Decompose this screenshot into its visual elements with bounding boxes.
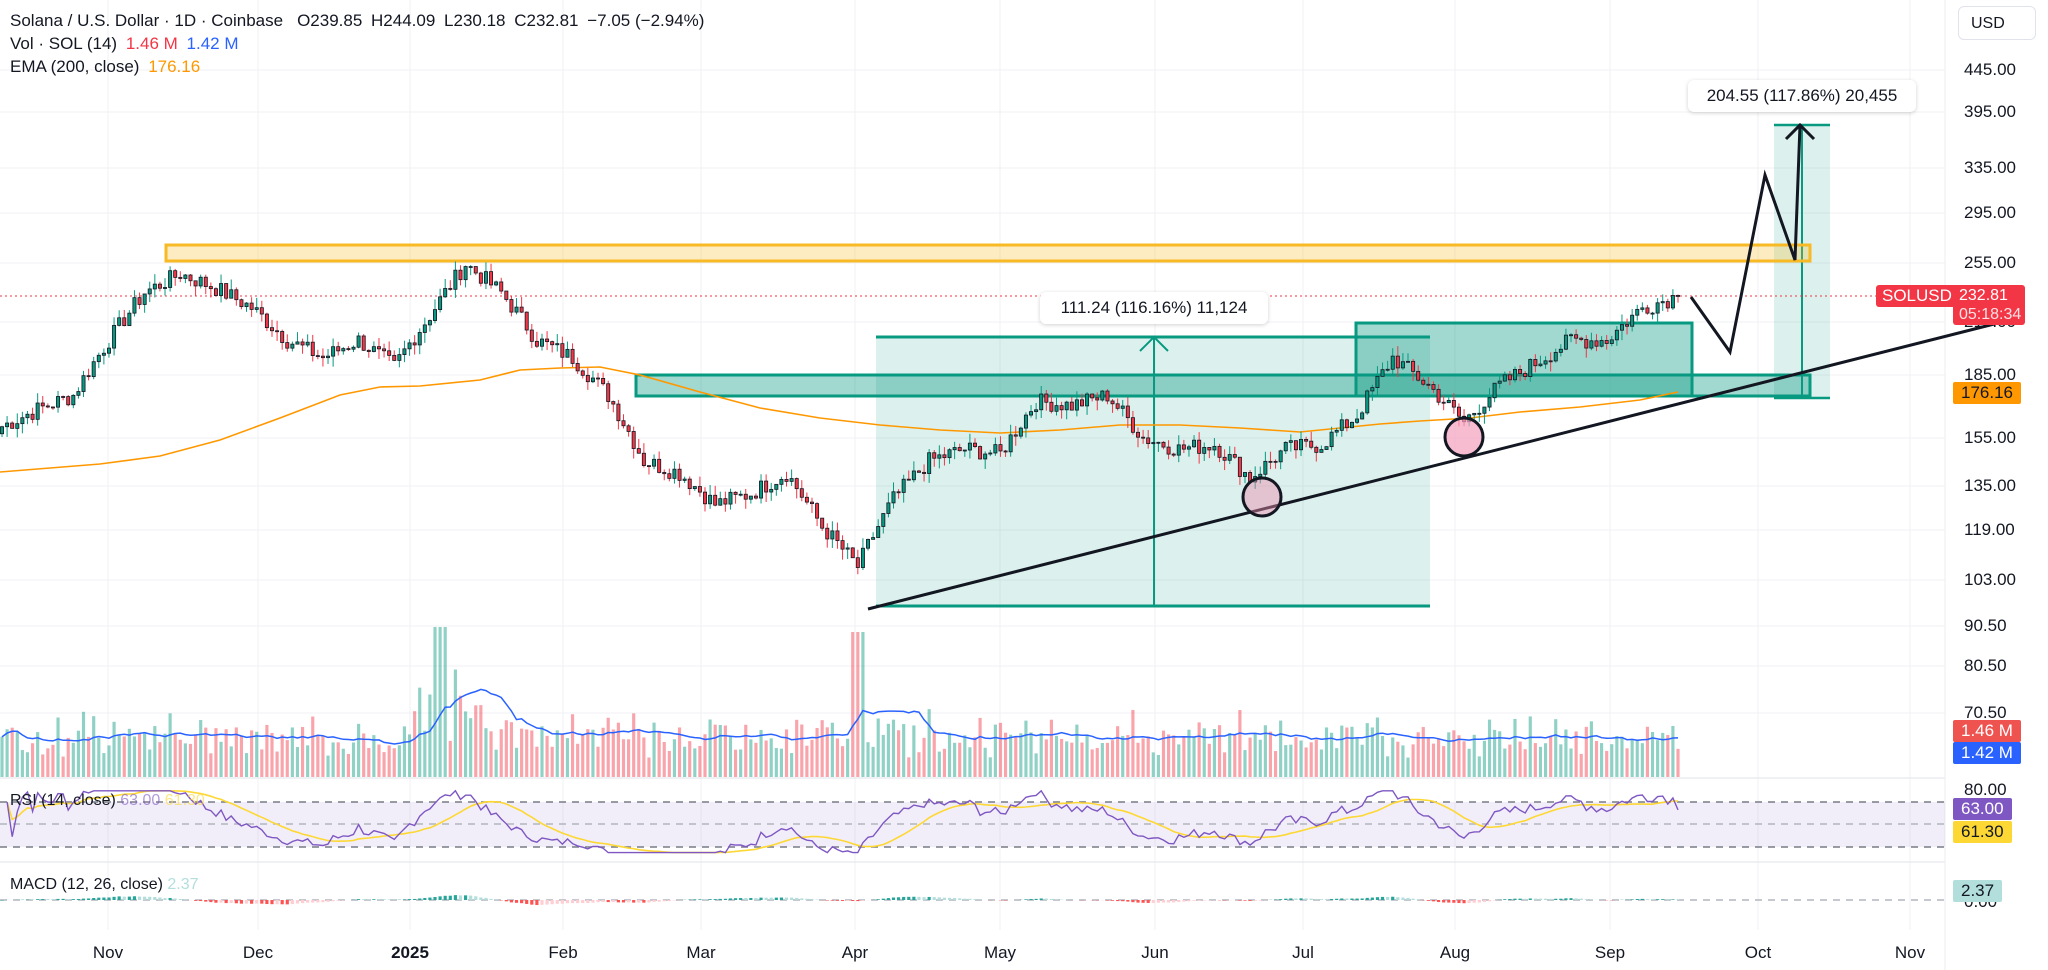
macd-value: 2.37 (167, 876, 199, 893)
time-axis-tick: Jun (1141, 943, 1169, 962)
projection-arrowhead (1784, 122, 1816, 141)
price-axis-tick: 80.50 (1964, 656, 2007, 675)
price-range-measure-1[interactable] (876, 335, 1430, 608)
touch-point-circle-1[interactable] (1241, 476, 1283, 518)
symbol-price-tag: SOLUSD (1876, 285, 1958, 307)
macd-legend[interactable]: MACD (12, 26, close) 2.37 (10, 876, 199, 894)
volume-label: Vol · SOL (14) (10, 34, 118, 53)
price-axis-tick: 185.00 (1964, 365, 2016, 384)
price-axis-tick: 445.00 (1964, 60, 2016, 79)
rsi-legend[interactable]: RSI (14, close) 63.00 61.30 (10, 792, 205, 810)
volume-ma-value: 1.42 M (186, 34, 239, 53)
last-price-value: 232.81 (1959, 287, 2008, 304)
time-axis-tick: 2025 (391, 943, 429, 962)
rsi-title: RSI (14, close) (10, 792, 116, 809)
volume-value: 1.46 M (125, 34, 178, 53)
bar-countdown: 05:18:34 (1959, 306, 2022, 323)
currency-button[interactable]: USD (1958, 6, 2036, 40)
measure-label-2[interactable]: 204.55 (117.86%) 20,455 (1688, 80, 1916, 112)
ema-200-line (0, 366, 1679, 473)
rsi-ma-line (6, 790, 1679, 854)
price-axis-tick: 395.00 (1964, 102, 2016, 121)
ema-price-tag: 176.16 (1953, 382, 2021, 404)
time-axis-tick: Apr (841, 943, 869, 962)
macd-tag: 2.37 (1953, 880, 2003, 902)
time-axis-tick: Sep (1594, 943, 1626, 962)
ohlc-high: H244.09 (371, 11, 436, 30)
macd-histogram (0, 895, 1680, 906)
price-axis-tick: 135.00 (1964, 476, 2016, 495)
price-axis-tick: 155.00 (1964, 428, 2016, 447)
candlesticks (0, 261, 1680, 575)
time-axis-tick: Aug (1439, 943, 1471, 962)
ohlc-open: O239.85 (297, 11, 363, 30)
last-price-tag: 232.81 05:18:34 (1953, 285, 2025, 325)
grid-lines (0, 0, 1945, 930)
price-axis-tick: 90.50 (1964, 616, 2007, 635)
rsi-ma-tag: 61.30 (1953, 821, 2012, 843)
time-axis-tick: Dec (242, 943, 274, 962)
ohlc-close: C232.81 (514, 11, 579, 30)
volume-legend[interactable]: Vol · SOL (14) 1.46 M 1.42 M (10, 33, 243, 55)
price-axis-tick: 255.00 (1964, 253, 2016, 272)
time-axis-tick: Feb (548, 943, 578, 962)
time-axis-tick: May (983, 943, 1017, 962)
volume-ma-line (1, 688, 1679, 745)
rsi-line (6, 789, 1679, 854)
symbol-legend[interactable]: Solana / U.S. Dollar · 1D · Coinbase O239… (10, 10, 708, 32)
price-axis-tick: 295.00 (1964, 203, 2016, 222)
ohlc-change: −7.05 (−2.94%) (587, 11, 705, 30)
volume-bars (0, 627, 1680, 777)
rsi-axis-tick: 80.00 (1964, 780, 2007, 799)
time-axis-tick: Mar (686, 943, 716, 962)
time-axis-tick: Oct (1744, 943, 1772, 962)
accumulation-box[interactable] (1354, 321, 1694, 398)
ohlc-low: L230.18 (444, 11, 506, 30)
time-axis-tick: Jul (1292, 943, 1314, 962)
trendline[interactable] (867, 318, 2011, 611)
rsi-tag: 63.00 (1953, 798, 2012, 820)
price-axis-tick: 119.00 (1964, 520, 2015, 539)
measure-label-1[interactable]: 111.24 (116.16%) 11,124 (1040, 292, 1268, 324)
macd-title: MACD (12, 26, close) (10, 876, 163, 893)
ema-value: 176.16 (148, 57, 201, 76)
rsi-value: 63.00 (120, 792, 161, 809)
price-axis-tick: 70.50 (1964, 703, 2007, 722)
price-axis-tick: 103.00 (1964, 570, 2016, 589)
time-axis-tick: Nov (92, 943, 124, 962)
price-axis-tick: 335.00 (1964, 158, 2016, 177)
ema-label: EMA (200, close) (10, 57, 140, 76)
resistance-zone[interactable] (164, 243, 1812, 263)
touch-point-circle-2[interactable] (1443, 416, 1485, 458)
projection-path[interactable] (1689, 124, 1802, 356)
support-zone[interactable] (634, 373, 1812, 398)
symbol-title[interactable]: Solana / U.S. Dollar · 1D · Coinbase (10, 11, 284, 30)
time-axis-tick: Nov (1894, 943, 1926, 962)
ema-legend[interactable]: EMA (200, close) 176.16 (10, 56, 204, 78)
rsi-ma-value: 61.30 (164, 792, 205, 809)
volume-tag: 1.46 M (1953, 720, 2021, 742)
volume-ma-tag: 1.42 M (1953, 742, 2021, 764)
